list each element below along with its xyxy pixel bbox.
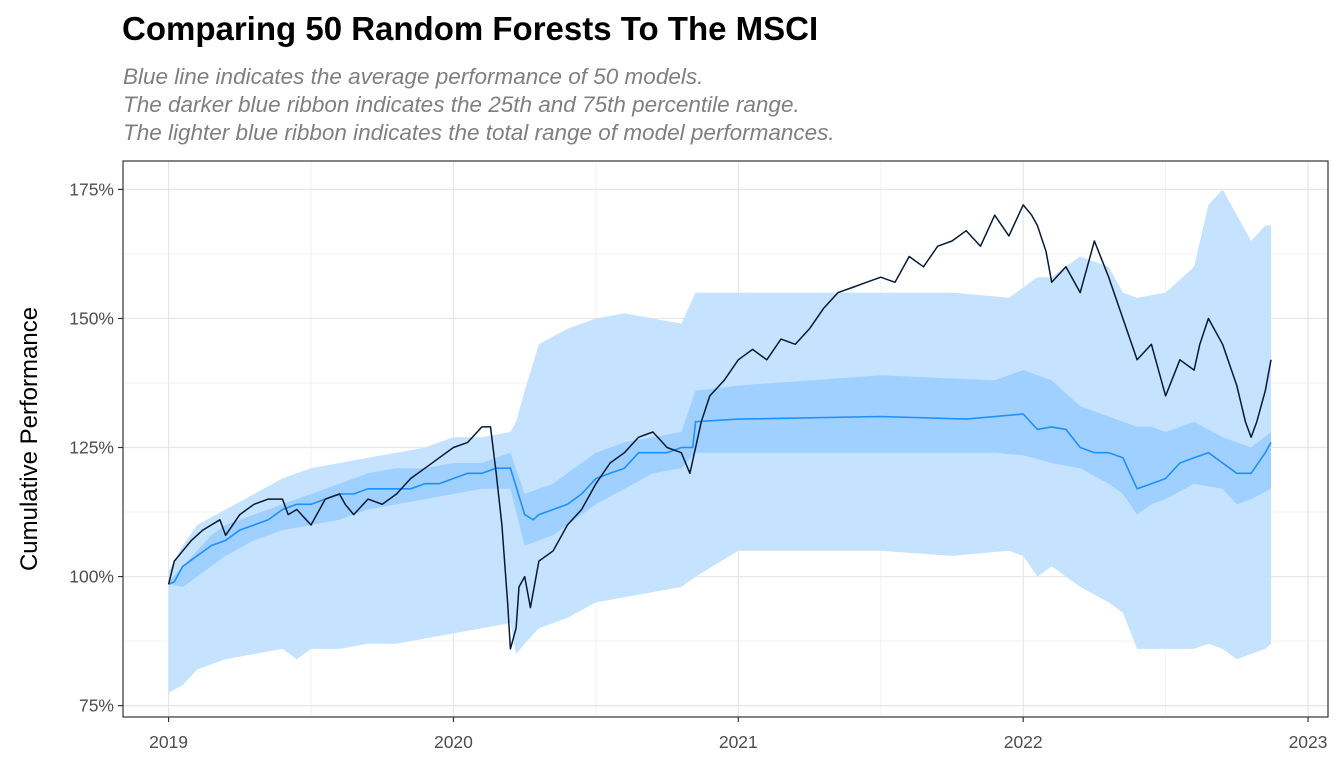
average-model-line [168,413,1272,586]
x-axis: 2019 2020 2021 2022 2023 [149,717,1328,752]
iqr-ribbon [168,370,1272,587]
y-tick-label: 150% [69,308,114,328]
y-tick-label: 125% [69,438,114,458]
series-lines [167,204,1272,650]
chart-title: Comparing 50 Random Forests To The MSCI [122,10,819,47]
ribbons [168,189,1272,693]
y-tick-label: 75% [79,696,114,716]
y-axis: 75% 100% 125% 150% 175% [69,179,123,716]
panel-border [122,160,1329,718]
subtitle-line-3: The lighter blue ribbon indicates the to… [123,120,835,145]
y-tick-label: 175% [69,179,114,199]
x-tick-label: 2021 [719,732,758,752]
x-tick-label: 2019 [149,732,188,752]
y-tick-label: 100% [69,567,114,587]
subtitle-line-2: The darker blue ribbon indicates the 25t… [123,92,800,117]
subtitle-line-1: Blue line indicates the average performa… [123,64,704,89]
x-tick-label: 2022 [1004,732,1043,752]
x-tick-label: 2023 [1289,732,1328,752]
y-axis-label: Cumulative Performance [16,306,44,572]
x-tick-label: 2020 [434,732,473,752]
msci-line [167,204,1272,650]
